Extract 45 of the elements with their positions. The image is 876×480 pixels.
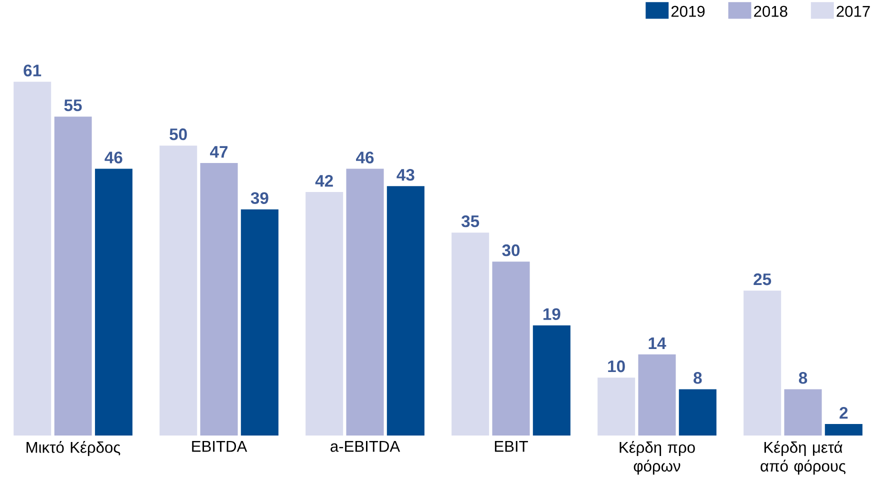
x-tick-label: Μικτό Κέρδος bbox=[26, 441, 120, 456]
x-tick-label: a-EBITDA bbox=[330, 441, 400, 452]
x-tick-label: EBIT bbox=[494, 441, 528, 452]
data-label: 10 bbox=[608, 360, 625, 372]
bar bbox=[160, 146, 198, 436]
bar bbox=[200, 163, 238, 436]
bar bbox=[240, 209, 278, 436]
bar bbox=[94, 168, 132, 436]
legend-label: 2019 bbox=[671, 6, 705, 17]
legend-label: 2017 bbox=[836, 6, 870, 17]
bar bbox=[492, 262, 530, 436]
data-label: 19 bbox=[543, 308, 560, 320]
data-label: 35 bbox=[461, 215, 480, 228]
x-tick-label: EBITDA bbox=[192, 441, 248, 452]
data-label: 8 bbox=[798, 372, 808, 384]
data-label: 43 bbox=[396, 169, 414, 181]
data-label: 8 bbox=[694, 372, 702, 384]
bar bbox=[744, 290, 782, 436]
data-label: 55 bbox=[64, 100, 82, 112]
data-label: 46 bbox=[356, 152, 374, 164]
data-label: 61 bbox=[24, 64, 42, 76]
bar bbox=[452, 232, 490, 436]
bar bbox=[346, 168, 384, 436]
bar bbox=[784, 389, 822, 436]
data-label: 50 bbox=[170, 128, 187, 140]
legend-label: 2018 bbox=[754, 6, 788, 17]
bar bbox=[678, 389, 716, 436]
bar bbox=[306, 192, 344, 436]
bar bbox=[824, 424, 862, 436]
data-label: 25 bbox=[754, 273, 772, 286]
data-label: 42 bbox=[315, 175, 333, 187]
bar bbox=[386, 186, 424, 436]
bar bbox=[54, 116, 92, 436]
bar bbox=[598, 378, 636, 436]
bar bbox=[14, 82, 52, 436]
bar bbox=[638, 354, 676, 436]
data-label: 2 bbox=[840, 407, 848, 419]
data-label: 30 bbox=[502, 244, 520, 256]
data-label: 14 bbox=[648, 338, 666, 350]
data-label: 46 bbox=[104, 152, 122, 164]
data-label: 47 bbox=[210, 146, 228, 158]
x-tick-label: Κέρδη προ φόρων bbox=[620, 441, 695, 475]
x-tick-label: Κέρδη μετά από φόρους bbox=[760, 441, 846, 475]
data-label: 39 bbox=[250, 192, 268, 204]
bar bbox=[532, 325, 570, 436]
